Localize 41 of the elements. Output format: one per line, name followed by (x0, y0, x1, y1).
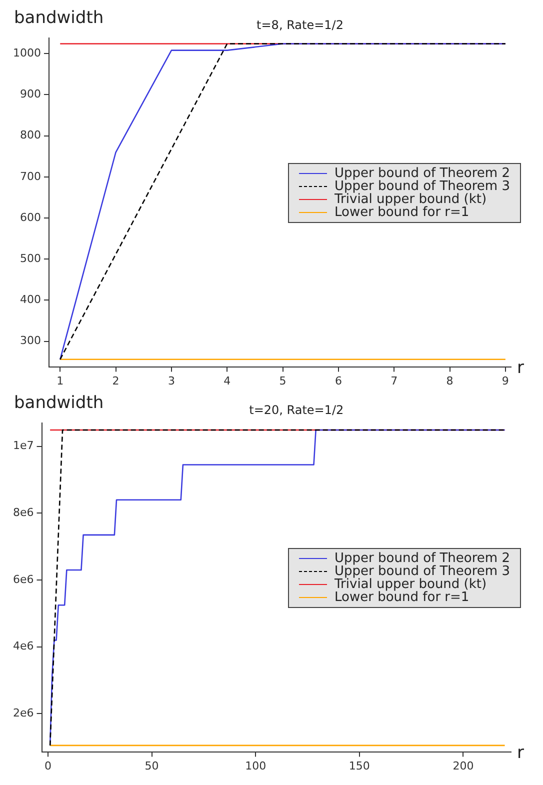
x-tick-label: 5 (279, 374, 286, 388)
legend-label: Lower bound for r=1 (334, 205, 470, 220)
x-tick-label: 7 (390, 374, 398, 388)
y-tick-label: 900 (20, 88, 41, 101)
x-axis-title: r (517, 743, 524, 764)
y-tick-label: 1000 (12, 46, 41, 60)
legend-label: Trivial upper bound (kt) (334, 577, 487, 592)
y-tick-label: 6e6 (13, 572, 34, 586)
y-axis-title: bandwidth (14, 8, 104, 28)
legend-label: Upper bound of Theorem 2 (334, 551, 510, 566)
x-tick-label: 9 (502, 374, 509, 388)
x-tick-label: 100 (245, 759, 266, 772)
x-tick-label: 0 (44, 759, 52, 772)
y-tick-label: 600 (20, 210, 41, 224)
y-tick-label: 800 (20, 128, 41, 142)
legend-label: Upper bound of Theorem 3 (334, 179, 510, 194)
y-tick-label: 1e7 (13, 439, 34, 452)
x-axis-title: r (517, 358, 524, 378)
y-tick-label: 8e6 (13, 506, 34, 520)
x-tick-label: 200 (452, 759, 474, 772)
chart-title: t=8, Rate=1/2 (256, 18, 344, 32)
x-tick-label: 4 (224, 374, 231, 388)
legend-label: Upper bound of Theorem 2 (334, 166, 510, 181)
y-tick-label: 500 (20, 252, 41, 265)
y-tick-label: 300 (20, 334, 41, 348)
y-tick-label: 700 (20, 170, 41, 183)
x-tick-label: 1 (56, 374, 64, 388)
x-tick-label: 2 (112, 374, 120, 388)
x-tick-label: 50 (144, 759, 159, 772)
x-tick-label: 150 (348, 759, 370, 772)
y-tick-label: 400 (20, 293, 41, 306)
legend-label: Upper bound of Theorem 3 (334, 564, 510, 579)
x-tick-label: 3 (168, 374, 175, 388)
chart-title: t=20, Rate=1/2 (249, 403, 344, 418)
x-tick-label: 6 (334, 374, 342, 388)
legend-label: Trivial upper bound (kt) (334, 192, 487, 207)
y-tick-label: 4e6 (13, 640, 34, 653)
legend-label: Lower bound for r=1 (334, 590, 470, 605)
y-tick-label: 2e6 (13, 706, 34, 720)
x-tick-label: 8 (446, 374, 454, 388)
y-axis-title: bandwidth (14, 392, 104, 413)
